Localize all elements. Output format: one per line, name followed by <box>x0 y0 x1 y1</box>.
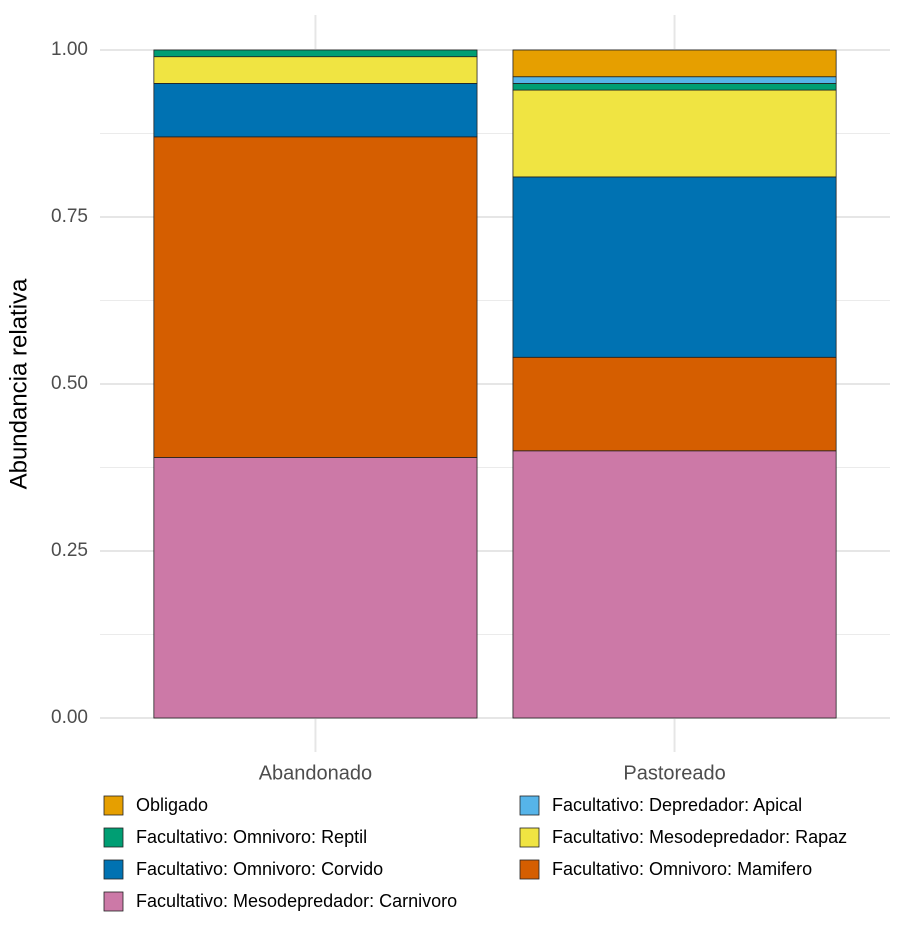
y-axis-label: Abundancia relativa <box>5 278 32 489</box>
bar-segment <box>153 49 478 58</box>
bar-segment <box>512 176 837 358</box>
y-tick-label: 0.50 <box>51 373 88 394</box>
bar-segment <box>512 356 837 452</box>
bar-segment <box>512 76 837 84</box>
x-tick-label: Pastoreado <box>623 762 725 784</box>
y-tick-label: 0.75 <box>51 206 88 227</box>
bar-segment <box>512 49 837 78</box>
bar-segment <box>153 56 478 84</box>
legend-label: Facultativo: Mesodepredador: Carnivoro <box>136 891 457 911</box>
legend-key <box>103 891 124 912</box>
bar-segment <box>153 457 478 719</box>
bar-segment <box>512 450 837 719</box>
legend-key <box>519 859 540 880</box>
legend-key <box>519 827 540 848</box>
y-tick-label: 1.00 <box>51 39 88 60</box>
y-tick-label: 0.00 <box>51 707 88 728</box>
legend-label: Facultativo: Mesodepredador: Rapaz <box>552 827 847 847</box>
x-tick-label: Abandonado <box>259 762 372 784</box>
legend-key <box>519 795 540 816</box>
bar-segment <box>512 89 837 178</box>
legend-label: Obligado <box>136 795 208 815</box>
bar-segment <box>153 83 478 138</box>
legend-key <box>103 859 124 880</box>
legend-label: Facultativo: Omnivoro: Reptil <box>136 827 367 847</box>
legend-label: Facultativo: Omnivoro: Mamifero <box>552 859 812 879</box>
legend-key <box>103 827 124 848</box>
legend-label: Facultativo: Depredador: Apical <box>552 795 802 815</box>
bar-segment <box>153 136 478 458</box>
y-tick-label: 0.25 <box>51 540 88 561</box>
bar-segment <box>512 83 837 91</box>
legend-key <box>103 795 124 816</box>
legend-label: Facultativo: Omnivoro: Corvido <box>136 859 383 879</box>
